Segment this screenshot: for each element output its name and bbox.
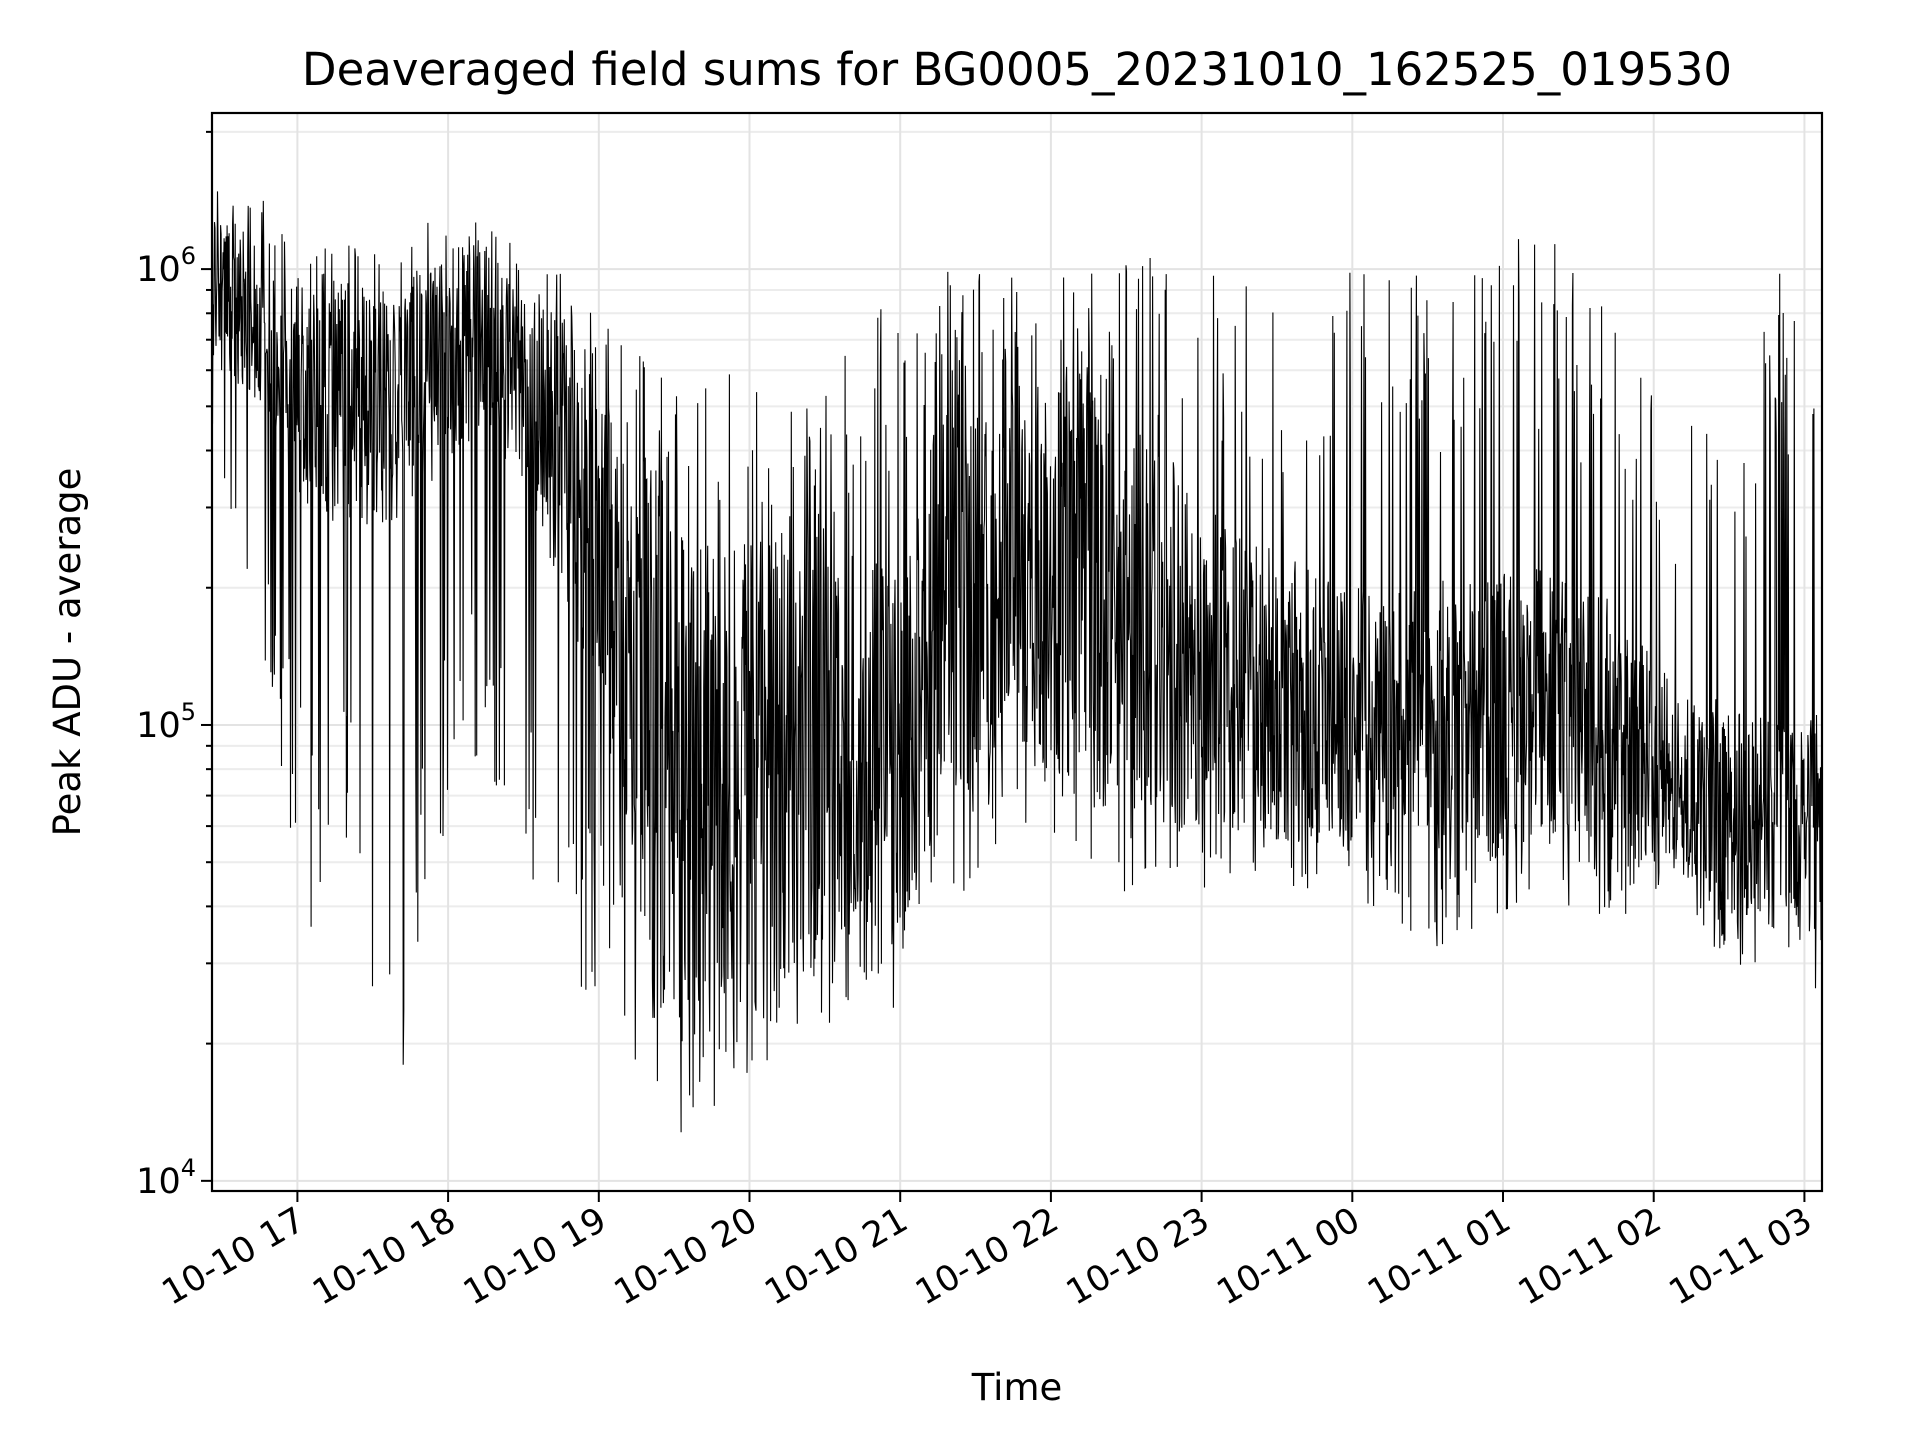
y-tick-label: 104 xyxy=(136,1154,196,1202)
x-axis-label: Time xyxy=(971,1366,1063,1409)
chart-title: Deaveraged field sums for BG0005_2023101… xyxy=(302,43,1732,96)
y-tick-label: 105 xyxy=(136,698,196,746)
plot-frame xyxy=(210,111,1824,1193)
y-tick-label: 106 xyxy=(136,242,196,290)
y-axis-label: Peak ADU - average xyxy=(46,468,89,837)
series-line xyxy=(211,191,1823,1133)
series-layer xyxy=(211,191,1823,1133)
